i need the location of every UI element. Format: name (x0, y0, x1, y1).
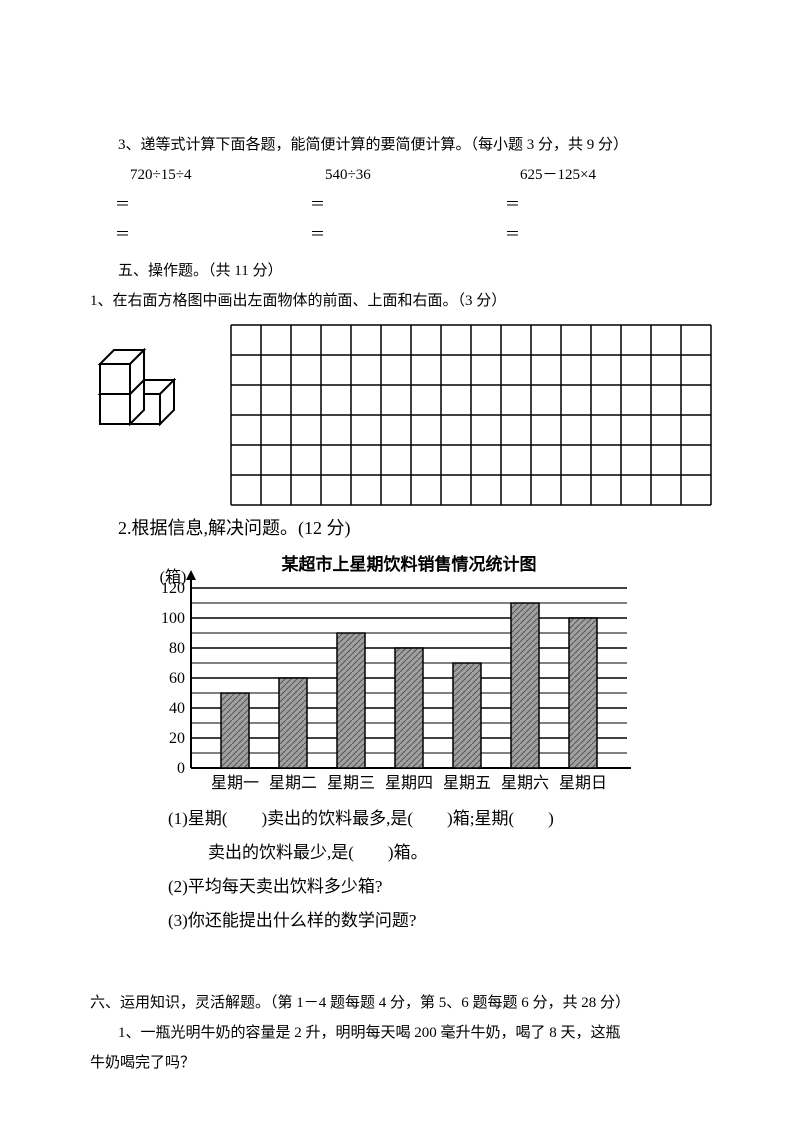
subq3: (3)你还能提出什么样的数学问题? (168, 904, 710, 938)
eq-sign: ＝ (115, 220, 140, 250)
eq-sign: ＝ (115, 190, 140, 220)
section5-title: 五、操作题。（共 11 分） (118, 256, 710, 286)
svg-text:星期一: 星期一 (211, 774, 259, 792)
q3-expr-1: 720÷15÷4 (130, 160, 325, 190)
svg-text:星期四: 星期四 (385, 774, 433, 792)
eq-sign: ＝ (505, 220, 530, 250)
svg-text:80: 80 (169, 640, 185, 657)
svg-text:40: 40 (169, 700, 185, 717)
eq-sign: ＝ (505, 190, 530, 220)
subq1b: 卖出的饮料最少,是( )箱。 (208, 836, 710, 870)
svg-text:星期三: 星期三 (327, 774, 375, 792)
subq2: (2)平均每天卖出饮料多少箱? (168, 870, 710, 904)
svg-text:星期日: 星期日 (559, 774, 607, 792)
section6-head: 六、运用知识，灵活解题。（第 1－4 题每题 4 分，第 5、6 题每题 6 分… (90, 988, 710, 1018)
svg-text:星期五: 星期五 (443, 774, 491, 792)
svg-text:星期六: 星期六 (501, 774, 549, 792)
section6-q1a: 1、一瓶光明牛奶的容量是 2 升，明明每天喝 200 毫升牛奶，喝了 8 天，这… (118, 1018, 710, 1048)
eq-sign: ＝ (310, 220, 335, 250)
svg-text:60: 60 (169, 670, 185, 687)
section6-q1b: 牛奶喝完了吗？ (90, 1048, 710, 1078)
answer-grid (230, 324, 712, 506)
bar-chart: 某超市上星期饮料销售情况统计图(箱)020406080100120 星期一星期二… (136, 552, 710, 802)
svg-text:0: 0 (177, 760, 185, 777)
svg-text:120: 120 (161, 580, 185, 597)
q3-expr-3: 625－125×4 (520, 160, 715, 190)
svg-text:星期二: 星期二 (269, 774, 317, 792)
section5-q2-title: 2.根据信息,解决问题。(12 分) (118, 510, 710, 546)
q3-expr-2: 540÷36 (325, 160, 520, 190)
svg-text:20: 20 (169, 730, 185, 747)
svg-text:100: 100 (161, 610, 185, 627)
q3-text: 3、递等式计算下面各题，能简便计算的要简便计算。（每小题 3 分，共 9 分） (118, 130, 710, 160)
section5-q1: 1、在右面方格图中画出左面物体的前面、上面和右面。（3 分） (90, 286, 710, 316)
svg-text:某超市上星期饮料销售情况统计图: 某超市上星期饮料销售情况统计图 (282, 554, 537, 574)
eq-sign: ＝ (310, 190, 335, 220)
subq1: (1)星期( )卖出的饮料最多,是( )箱;星期( ) (168, 802, 710, 836)
cubes-figure (90, 324, 200, 434)
